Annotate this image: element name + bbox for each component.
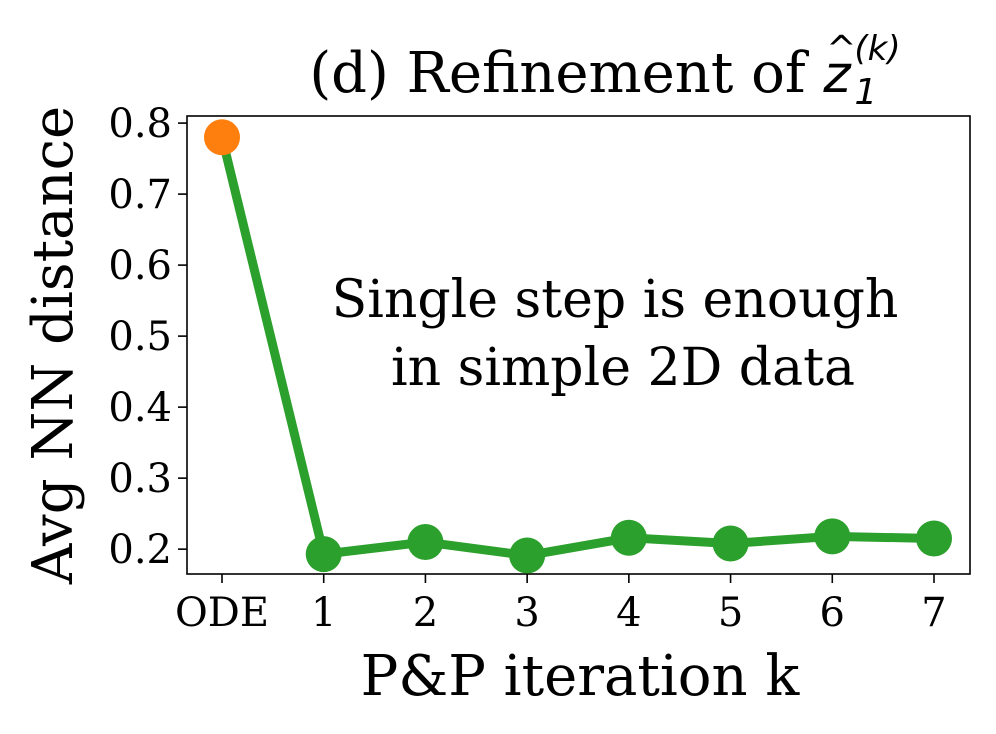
x-tick-label: 5 xyxy=(718,590,743,636)
x-tick-label: ODE xyxy=(175,590,269,636)
y-tick-label: 0.7 xyxy=(108,172,172,218)
data-point xyxy=(509,537,546,574)
data-point xyxy=(916,520,952,557)
y-tick-label: 0.2 xyxy=(108,527,172,573)
x-tick-label: 7 xyxy=(921,590,946,636)
data-point xyxy=(204,119,240,156)
x-tick-label: 2 xyxy=(413,590,438,636)
chart-title-superscript: (k) xyxy=(854,29,900,69)
x-tick-label: 3 xyxy=(514,590,539,636)
data-point xyxy=(814,518,851,555)
y-axis: 0.2 0.3 0.4 0.5 0.6 0.7 0.8 xyxy=(108,101,187,573)
chart-title-math: z xyxy=(822,45,852,105)
y-tick-label: 0.6 xyxy=(108,243,172,289)
chart-title-hat: ^ xyxy=(826,29,856,70)
series-points xyxy=(204,119,952,574)
x-axis-label: P&P iteration k xyxy=(361,644,801,709)
x-tick-label: 6 xyxy=(820,590,845,636)
y-tick-label: 0.8 xyxy=(108,101,172,147)
y-tick-label: 0.4 xyxy=(108,385,172,431)
data-point xyxy=(407,524,444,561)
y-axis-label: Avg NN distance xyxy=(21,106,86,585)
x-axis: ODE 1 2 3 4 5 6 7 xyxy=(175,574,947,636)
annotation-line-2: in simple 2D data xyxy=(391,338,855,398)
chart-title-prefix: (d) Refinement of xyxy=(309,41,823,106)
plot-area xyxy=(186,115,971,575)
data-point xyxy=(712,525,749,562)
x-tick-label: 4 xyxy=(616,590,641,636)
data-point xyxy=(305,536,342,573)
y-tick-label: 0.5 xyxy=(108,314,172,360)
chart-title-subscript: 1 xyxy=(854,72,877,113)
y-tick-label: 0.3 xyxy=(108,456,172,502)
annotation-line-1: Single step is enough xyxy=(332,270,899,330)
chart-title: (d) Refinement of z xyxy=(309,41,852,106)
x-tick-label: 1 xyxy=(311,590,336,636)
data-point xyxy=(610,519,647,556)
